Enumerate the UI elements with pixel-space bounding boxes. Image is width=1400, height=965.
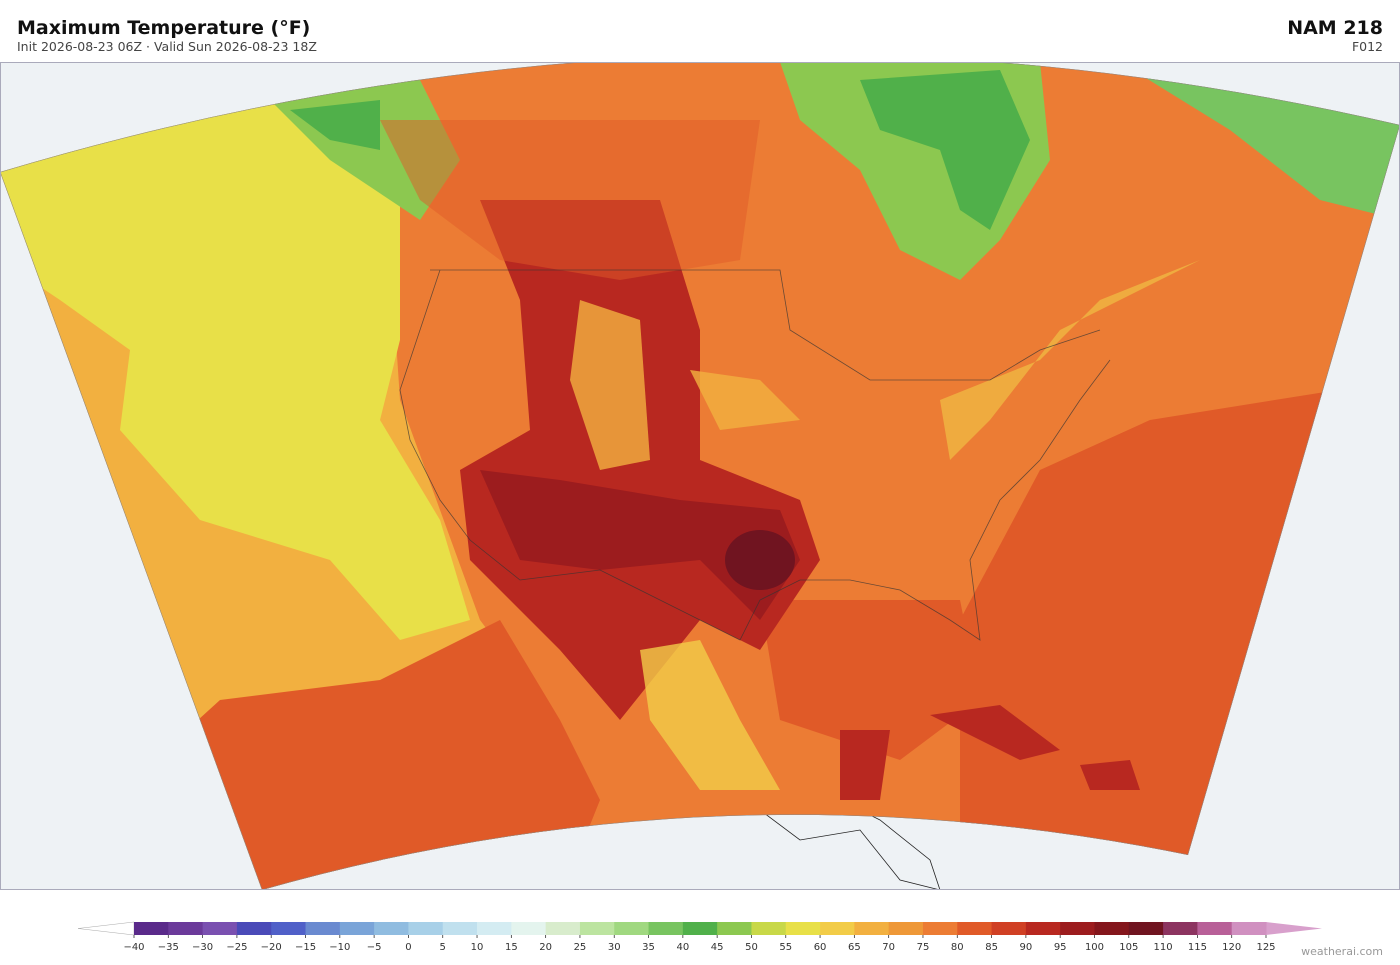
title: Maximum Temperature (°F) [17,17,310,39]
colorbar-bin [854,922,890,935]
colorbar-tick-label: 55 [779,942,792,953]
colorbar-tick-label: 30 [608,942,621,953]
colorbar-tick-label: 80 [951,942,964,953]
colorbar-bin [1060,922,1095,935]
colorbar-bin [922,922,958,935]
colorbar-bin [236,922,272,935]
colorbar: −40 −35 −30 −25 −20 −15 −10 −5 0 5 10 15 20 25 30 35 40 4… [77,921,1322,953]
colorbar-bin [614,922,650,935]
colorbar-tick-label: 5 [440,942,446,953]
colorbar-bin [1094,922,1130,935]
colorbar-bin [717,922,752,935]
colorbar-bin [888,922,924,935]
watermark: weatherai.com [1301,945,1383,958]
colorbar-tick-label: 15 [505,942,518,953]
colorbar-tick-label: 40 [676,942,689,953]
colorbar-bin [579,922,615,935]
colorbar-over [1266,922,1322,935]
colorbar-bin [305,922,341,935]
colorbar-tick-label: 105 [1119,942,1138,953]
colorbar-bin [511,922,547,935]
colorbar-bin [134,922,169,935]
colorbar-tick-label: −35 [158,942,179,953]
colorbar-bin [168,922,204,935]
colorbar-bin [442,922,478,935]
colorbar-tick-label: 75 [917,942,930,953]
colorbar-tick-label: −40 [123,942,144,953]
colorbar-bin [1128,922,1164,935]
colorbar-tick-label: 95 [1054,942,1067,953]
colorbar-tick-label: 110 [1154,942,1173,953]
colorbar-bin [1231,922,1267,935]
colorbar-bin [1197,922,1233,935]
colorbar-tick-label: 25 [574,942,587,953]
colorbar-bin [820,922,855,935]
colorbar-bin [648,922,684,935]
colorbar-bin [682,922,718,935]
colorbar-bin [957,922,993,935]
colorbar-tick-label: 35 [642,942,655,953]
colorbar-tick-label: −15 [295,942,316,953]
colorbar-bin [545,922,581,935]
colorbar-bin [271,922,307,935]
colorbar-tick-label: 50 [745,942,758,953]
colorbar-bin [991,922,1027,935]
map [0,62,1400,890]
colorbar-tick-label: 45 [711,942,724,953]
colorbar-tick-label: 115 [1188,942,1207,953]
colorbar-tick-label: −5 [367,942,382,953]
colorbar-tick-label: 125 [1256,942,1275,953]
subtitle: Init 2026-08-23 06Z · Valid Sun 2026-08-… [17,39,317,54]
colorbar-tick-label: 60 [814,942,827,953]
colorbar-bin [202,922,238,935]
colorbar-tick-label: 120 [1222,942,1241,953]
colorbar-bin [785,922,821,935]
colorbar-bin [477,922,512,935]
model-name: NAM 218 [1287,17,1383,39]
colorbar-tick-label: 90 [1020,942,1033,953]
colorbar-bin [339,922,375,935]
forecast-hour: F012 [1352,39,1383,54]
colorbar-tick-label: −25 [226,942,247,953]
colorbar-tick-label: 85 [985,942,998,953]
colorbar-bin [1163,922,1198,935]
colorbar-tick-label: −30 [192,942,213,953]
colorbar-tick-label: 20 [539,942,552,953]
colorbar-bin [751,922,787,935]
colorbar-tick-label: 100 [1085,942,1104,953]
colorbar-tick-label: −20 [261,942,282,953]
colorbar-under [77,921,135,936]
colorbar-bin [408,922,444,935]
colorbar-bin [1025,922,1061,935]
colorbar-tick-label: 70 [882,942,895,953]
colorbar-bin [374,922,409,935]
colorbar-tick-label: 0 [405,942,411,953]
colorbar-tick-label: 65 [848,942,861,953]
colorbar-tick-label: −10 [329,942,350,953]
colorbar-tick-label: 10 [471,942,484,953]
